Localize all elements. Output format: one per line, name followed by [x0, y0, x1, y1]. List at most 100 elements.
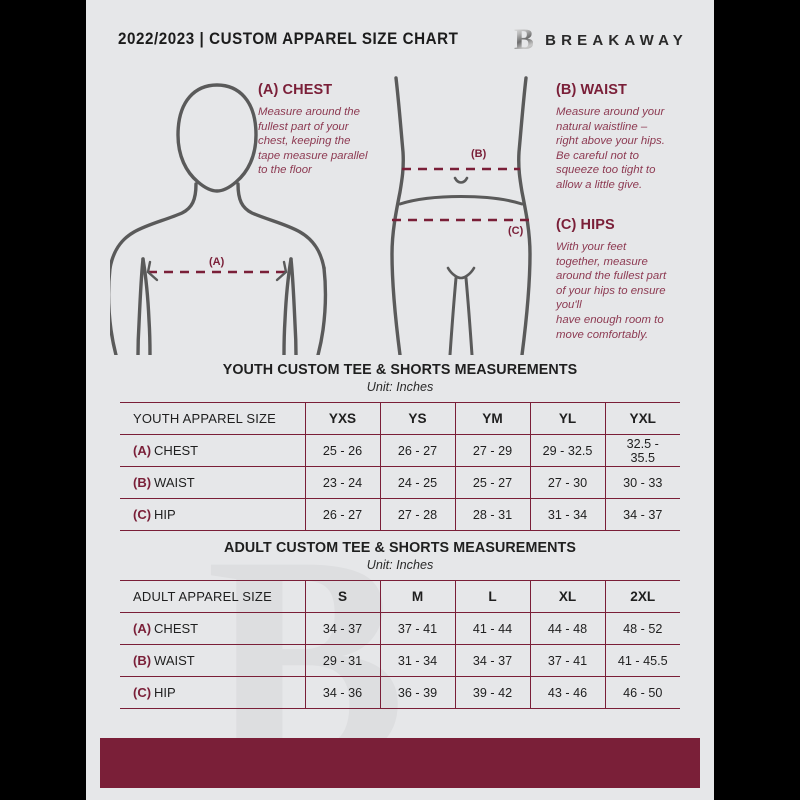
youth-cell-2-2: 28 - 31 — [455, 498, 531, 531]
youth-cell-1-4: 30 - 33 — [605, 466, 680, 499]
chest-callout: (A) CHEST Measure around the fullest par… — [258, 82, 410, 178]
hips-callout-body: With your feet together, measure around … — [556, 241, 667, 341]
table-header-row: ADULT APPAREL SIZE S M L XL 2XL — [120, 580, 680, 613]
footer-accent-bar — [100, 738, 700, 788]
hips-figure-illustration — [390, 76, 532, 355]
youth-cell-2-1: 27 - 28 — [380, 498, 456, 531]
hips-callout-heading: (C) HIPS — [556, 217, 615, 233]
youth-header-label: YOUTH APPAREL SIZE — [120, 402, 306, 435]
youth-size-col-2: YM — [455, 402, 531, 435]
adult-row-label-1: (B) WAIST — [120, 644, 306, 677]
size-chart-page: B 2022/2023 | CUSTOM APPAREL SIZE CHART … — [86, 0, 714, 800]
table-header-row: YOUTH APPAREL SIZE YXS YS YM YL YXL — [120, 402, 680, 435]
adult-size-col-1: M — [380, 580, 456, 613]
table-row: (C) HIP 26 - 27 27 - 28 28 - 31 31 - 34 3… — [120, 498, 680, 531]
adult-cell-2-4: 46 - 50 — [605, 676, 680, 709]
youth-cell-2-4: 34 - 37 — [605, 498, 680, 531]
adult-row-label-0: (A) CHEST — [120, 612, 306, 645]
brand-logo: B BREAKAWAY — [514, 25, 688, 55]
adult-row-tag-0: (A) — [133, 621, 152, 636]
hips-dimension-label: (C) — [508, 225, 524, 237]
adult-header-label: ADULT APPAREL SIZE — [120, 580, 306, 613]
youth-table-block: YOUTH CUSTOM TEE & SHORTS MEASUREMENTS U… — [86, 362, 714, 531]
adult-size-col-4: 2XL — [605, 580, 680, 613]
youth-table-title: YOUTH CUSTOM TEE & SHORTS MEASUREMENTS — [222, 362, 578, 378]
adult-row-label-2: (C) HIP — [120, 676, 306, 709]
brand-name: BREAKAWAY — [545, 31, 688, 49]
adult-table-title: ADULT CUSTOM TEE & SHORTS MEASUREMENTS — [224, 540, 576, 556]
table-row: (B) WAIST 23 - 24 24 - 25 25 - 27 27 - 30… — [120, 466, 680, 499]
table-row: (B) WAIST 29 - 31 31 - 34 34 - 37 37 - 41… — [120, 644, 680, 677]
waist-callout: (B) WAIST Measure around your natural wa… — [556, 82, 696, 193]
adult-cell-2-3: 43 - 46 — [530, 676, 606, 709]
adult-row-name-0: CHEST — [154, 621, 199, 636]
adult-cell-0-3: 44 - 48 — [530, 612, 606, 645]
waist-dimension-label: (B) — [471, 148, 487, 160]
chest-callout-body: Measure around the fullest part of your … — [258, 106, 368, 177]
table-row: (A) CHEST 25 - 26 26 - 27 27 - 29 29 - 32… — [120, 434, 680, 467]
youth-row-name-2: HIP — [154, 507, 176, 522]
youth-cell-1-3: 27 - 30 — [530, 466, 606, 499]
youth-size-col-4: YXL — [605, 402, 680, 435]
adult-cell-1-3: 37 - 41 — [530, 644, 606, 677]
breakaway-b-icon: B — [514, 23, 534, 56]
youth-cell-0-4: 32.5 - 35.5 — [605, 434, 680, 467]
torso-figure-illustration — [110, 83, 328, 355]
adult-cell-0-1: 37 - 41 — [380, 612, 456, 645]
youth-table-unit: Unit: Inches — [366, 380, 434, 394]
adult-cell-2-0: 34 - 36 — [305, 676, 381, 709]
adult-cell-0-2: 41 - 44 — [455, 612, 531, 645]
youth-cell-0-0: 25 - 26 — [305, 434, 381, 467]
adult-cell-2-2: 39 - 42 — [455, 676, 531, 709]
adult-row-tag-2: (C) — [133, 685, 152, 700]
youth-cell-2-0: 26 - 27 — [305, 498, 381, 531]
chest-arrow-right-icon — [275, 260, 288, 282]
page-title: 2022/2023 | CUSTOM APPAREL SIZE CHART — [118, 30, 459, 48]
adult-table-block: ADULT CUSTOM TEE & SHORTS MEASUREMENTS U… — [86, 540, 714, 709]
youth-size-col-1: YS — [380, 402, 456, 435]
adult-cell-1-4: 41 - 45.5 — [605, 644, 680, 677]
adult-cell-1-1: 31 - 34 — [380, 644, 456, 677]
youth-row-label-1: (B) WAIST — [120, 466, 306, 499]
adult-cell-0-0: 34 - 37 — [305, 612, 381, 645]
page-header: 2022/2023 | CUSTOM APPAREL SIZE CHART B … — [86, 0, 714, 72]
adult-cell-1-0: 29 - 31 — [305, 644, 381, 677]
waist-callout-heading: (B) WAIST — [556, 82, 627, 98]
youth-cell-2-3: 31 - 34 — [530, 498, 606, 531]
adult-size-table: ADULT APPAREL SIZE S M L XL 2XL (A) CHEST… — [120, 580, 680, 709]
youth-row-name-1: WAIST — [154, 475, 195, 490]
youth-row-label-2: (C) HIP — [120, 498, 306, 531]
adult-table-unit: Unit: Inches — [366, 558, 434, 572]
chest-dimension-label: (A) — [209, 256, 225, 268]
youth-size-table: YOUTH APPAREL SIZE YXS YS YM YL YXL (A) C… — [120, 402, 680, 531]
youth-row-tag-2: (C) — [133, 507, 152, 522]
youth-row-label-0: (A) CHEST — [120, 434, 306, 467]
youth-cell-0-3: 29 - 32.5 — [530, 434, 606, 467]
adult-row-tag-1: (B) — [133, 653, 152, 668]
youth-cell-0-2: 27 - 29 — [455, 434, 531, 467]
youth-cell-0-1: 26 - 27 — [380, 434, 456, 467]
youth-cell-1-0: 23 - 24 — [305, 466, 381, 499]
adult-cell-0-4: 48 - 52 — [605, 612, 680, 645]
adult-size-col-3: XL — [530, 580, 606, 613]
adult-row-name-2: HIP — [154, 685, 176, 700]
chest-arrow-left-icon — [146, 260, 159, 282]
youth-row-tag-0: (A) — [133, 443, 152, 458]
waist-callout-body: Measure around your natural waistline – … — [556, 106, 665, 191]
table-row: (C) HIP 34 - 36 36 - 39 39 - 42 43 - 46 4… — [120, 676, 680, 709]
adult-row-name-1: WAIST — [154, 653, 195, 668]
youth-cell-1-2: 25 - 27 — [455, 466, 531, 499]
measurement-illustrations: (A) (B) (C) — [86, 72, 714, 355]
youth-row-name-0: CHEST — [154, 443, 199, 458]
chest-callout-heading: (A) CHEST — [258, 82, 333, 98]
hips-callout: (C) HIPS With your feet together, measur… — [556, 217, 702, 342]
youth-cell-1-1: 24 - 25 — [380, 466, 456, 499]
adult-cell-1-2: 34 - 37 — [455, 644, 531, 677]
adult-cell-2-1: 36 - 39 — [380, 676, 456, 709]
youth-size-col-3: YL — [530, 402, 606, 435]
adult-size-col-0: S — [305, 580, 381, 613]
table-row: (A) CHEST 34 - 37 37 - 41 41 - 44 44 - 48… — [120, 612, 680, 645]
adult-size-col-2: L — [455, 580, 531, 613]
youth-row-tag-1: (B) — [133, 475, 152, 490]
youth-size-col-0: YXS — [305, 402, 381, 435]
